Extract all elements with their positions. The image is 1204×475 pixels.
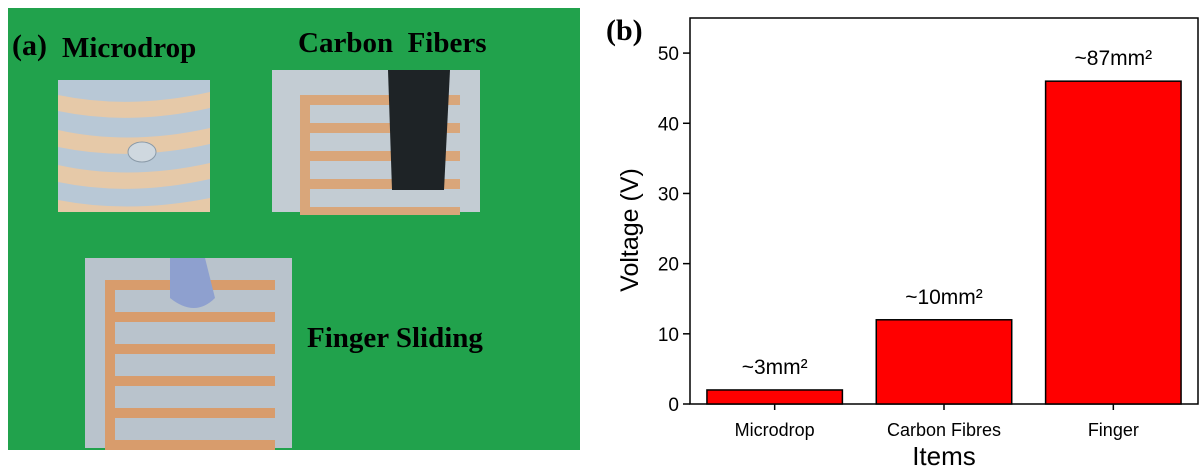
y-tick-label: 10	[658, 325, 679, 346]
annotation: ~3mm²	[742, 356, 808, 379]
photo-microdrop	[58, 80, 210, 212]
y-tick-label: 30	[658, 184, 679, 205]
x-tick-label: Microdrop	[735, 420, 815, 440]
annotation: ~10mm²	[905, 286, 983, 309]
photo-finger	[85, 258, 292, 450]
figure: (a) Microdrop Carbon Fibers Finger Slidi…	[0, 0, 1204, 475]
x-tick-label: Carbon Fibres	[887, 420, 1001, 440]
y-tick-label: 20	[658, 255, 679, 276]
panel-a: (a) Microdrop Carbon Fibers Finger Slidi…	[8, 8, 580, 450]
caption: Finger Sliding	[307, 322, 483, 354]
y-axis-label: Voltage (V)	[616, 168, 644, 292]
bar	[1046, 81, 1181, 404]
caption: Microdrop	[62, 32, 196, 64]
bar	[876, 320, 1011, 404]
photo-carbon	[272, 70, 480, 215]
y-tick-label: 50	[658, 44, 679, 65]
annotation: ~87mm²	[1075, 47, 1153, 70]
x-tick-label: Finger	[1088, 420, 1139, 440]
bar	[707, 390, 842, 404]
panel-label: (b)	[606, 14, 643, 47]
y-tick-label: 0	[668, 395, 679, 416]
panel-label: (a)	[12, 29, 47, 62]
x-axis-label: Items	[912, 441, 976, 471]
caption: Carbon Fibers	[298, 27, 487, 59]
y-tick-label: 40	[658, 114, 679, 135]
